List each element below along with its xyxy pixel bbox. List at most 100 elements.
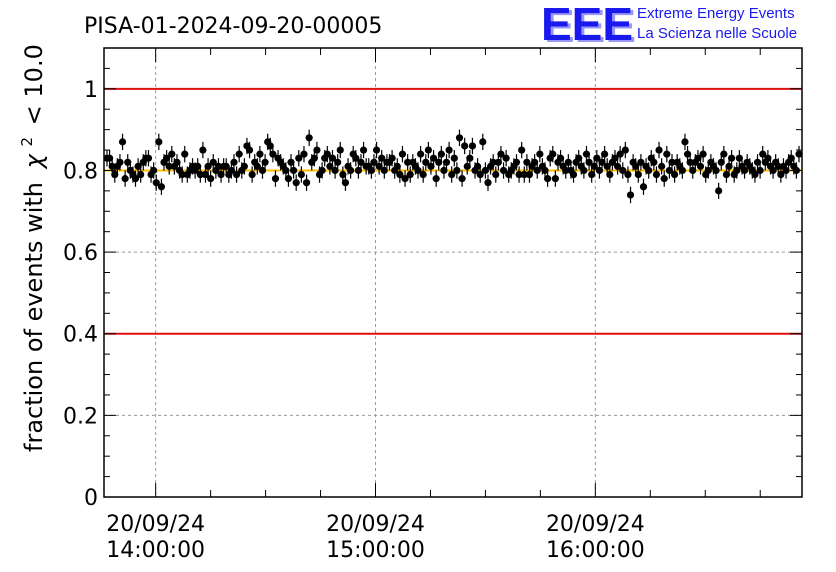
data-point — [131, 175, 140, 183]
data-point — [637, 158, 645, 166]
logo-letters-shadow: EEE — [544, 0, 636, 52]
data-point — [305, 134, 313, 142]
plot-frame — [103, 47, 803, 498]
data-point — [575, 154, 583, 162]
data-point — [735, 154, 743, 162]
data-point — [217, 170, 225, 179]
x-tick-label-time: 14:00:00 — [106, 538, 205, 563]
data-point — [782, 166, 790, 175]
data-point — [715, 187, 723, 195]
data-point — [318, 166, 326, 175]
data-point — [245, 146, 254, 154]
data-point — [777, 170, 785, 179]
data-point — [502, 154, 510, 162]
data-point — [204, 162, 212, 170]
data-point — [725, 162, 733, 170]
data-point — [328, 154, 337, 162]
data-point — [152, 179, 160, 187]
data-point — [601, 150, 609, 158]
data-point — [209, 158, 217, 166]
data-point — [453, 166, 461, 175]
data-point — [740, 166, 749, 175]
data-point — [359, 146, 368, 154]
data-point — [704, 166, 712, 175]
data-point — [639, 183, 648, 191]
data-point — [603, 162, 611, 170]
data-point — [442, 158, 451, 166]
data-point — [173, 158, 181, 166]
data-point — [759, 150, 767, 158]
data-point — [751, 170, 759, 179]
data-point — [310, 154, 318, 162]
data-point — [455, 134, 464, 142]
data-point — [450, 154, 458, 162]
data-point — [406, 170, 414, 179]
x-tick-label-date: 20/09/24 — [106, 512, 205, 537]
data-point — [551, 175, 559, 183]
data-point — [287, 158, 295, 166]
data-point — [222, 162, 230, 170]
data-point — [326, 162, 334, 170]
data-point — [652, 170, 661, 179]
data-point — [300, 150, 308, 158]
data-point — [458, 175, 466, 183]
data-point — [489, 158, 497, 166]
data-point — [295, 154, 303, 162]
data-point — [448, 170, 456, 179]
data-point — [466, 154, 474, 162]
data-point — [227, 166, 236, 175]
data-point — [419, 170, 427, 179]
data-point — [235, 150, 243, 158]
data-point — [549, 150, 557, 158]
data-point — [543, 175, 552, 183]
data-point — [533, 166, 541, 175]
y-axis-label-chi: χ — [20, 153, 48, 170]
data-point — [155, 138, 163, 146]
data-point — [595, 166, 604, 175]
data-point — [378, 154, 386, 162]
data-point — [121, 175, 129, 183]
y-axis-label: fraction of events with χ 2 < 10.0 — [18, 44, 48, 452]
logo-letters: EEE — [541, 0, 633, 50]
data-point — [432, 175, 440, 183]
data-point — [323, 150, 331, 158]
data-point — [150, 166, 158, 175]
data-point — [621, 146, 629, 154]
data-point — [437, 150, 445, 158]
data-point — [347, 166, 355, 175]
data-point — [116, 158, 124, 166]
data-point — [380, 166, 388, 175]
data-point — [424, 146, 432, 154]
data-point — [334, 158, 342, 166]
x-tick-label-date: 20/09/24 — [546, 512, 645, 537]
data-point — [660, 175, 668, 183]
data-point — [619, 166, 627, 175]
data-point — [582, 150, 591, 158]
axis-ticks — [104, 47, 802, 498]
data-point — [515, 170, 523, 179]
data-point — [624, 170, 632, 179]
logo-line2: La Scienza nelle Scuole — [637, 25, 797, 42]
data-point — [240, 162, 248, 170]
data-point — [611, 154, 619, 162]
data-point — [352, 154, 360, 162]
data-point — [484, 179, 492, 187]
data-point — [354, 166, 363, 175]
data-point — [556, 154, 565, 162]
data-point — [733, 166, 741, 175]
data-point — [396, 170, 404, 179]
data-point — [393, 162, 401, 170]
data-point — [655, 146, 663, 154]
data-point — [372, 146, 381, 154]
data-point — [168, 150, 176, 158]
data-point — [194, 162, 202, 170]
data-point — [163, 154, 171, 162]
data-point — [414, 166, 422, 175]
data-point — [645, 166, 653, 175]
data-point — [440, 166, 448, 175]
data-point — [370, 158, 378, 166]
data-point — [375, 162, 383, 170]
data-point — [445, 146, 453, 154]
data-point — [696, 162, 705, 170]
data-point — [474, 162, 482, 170]
